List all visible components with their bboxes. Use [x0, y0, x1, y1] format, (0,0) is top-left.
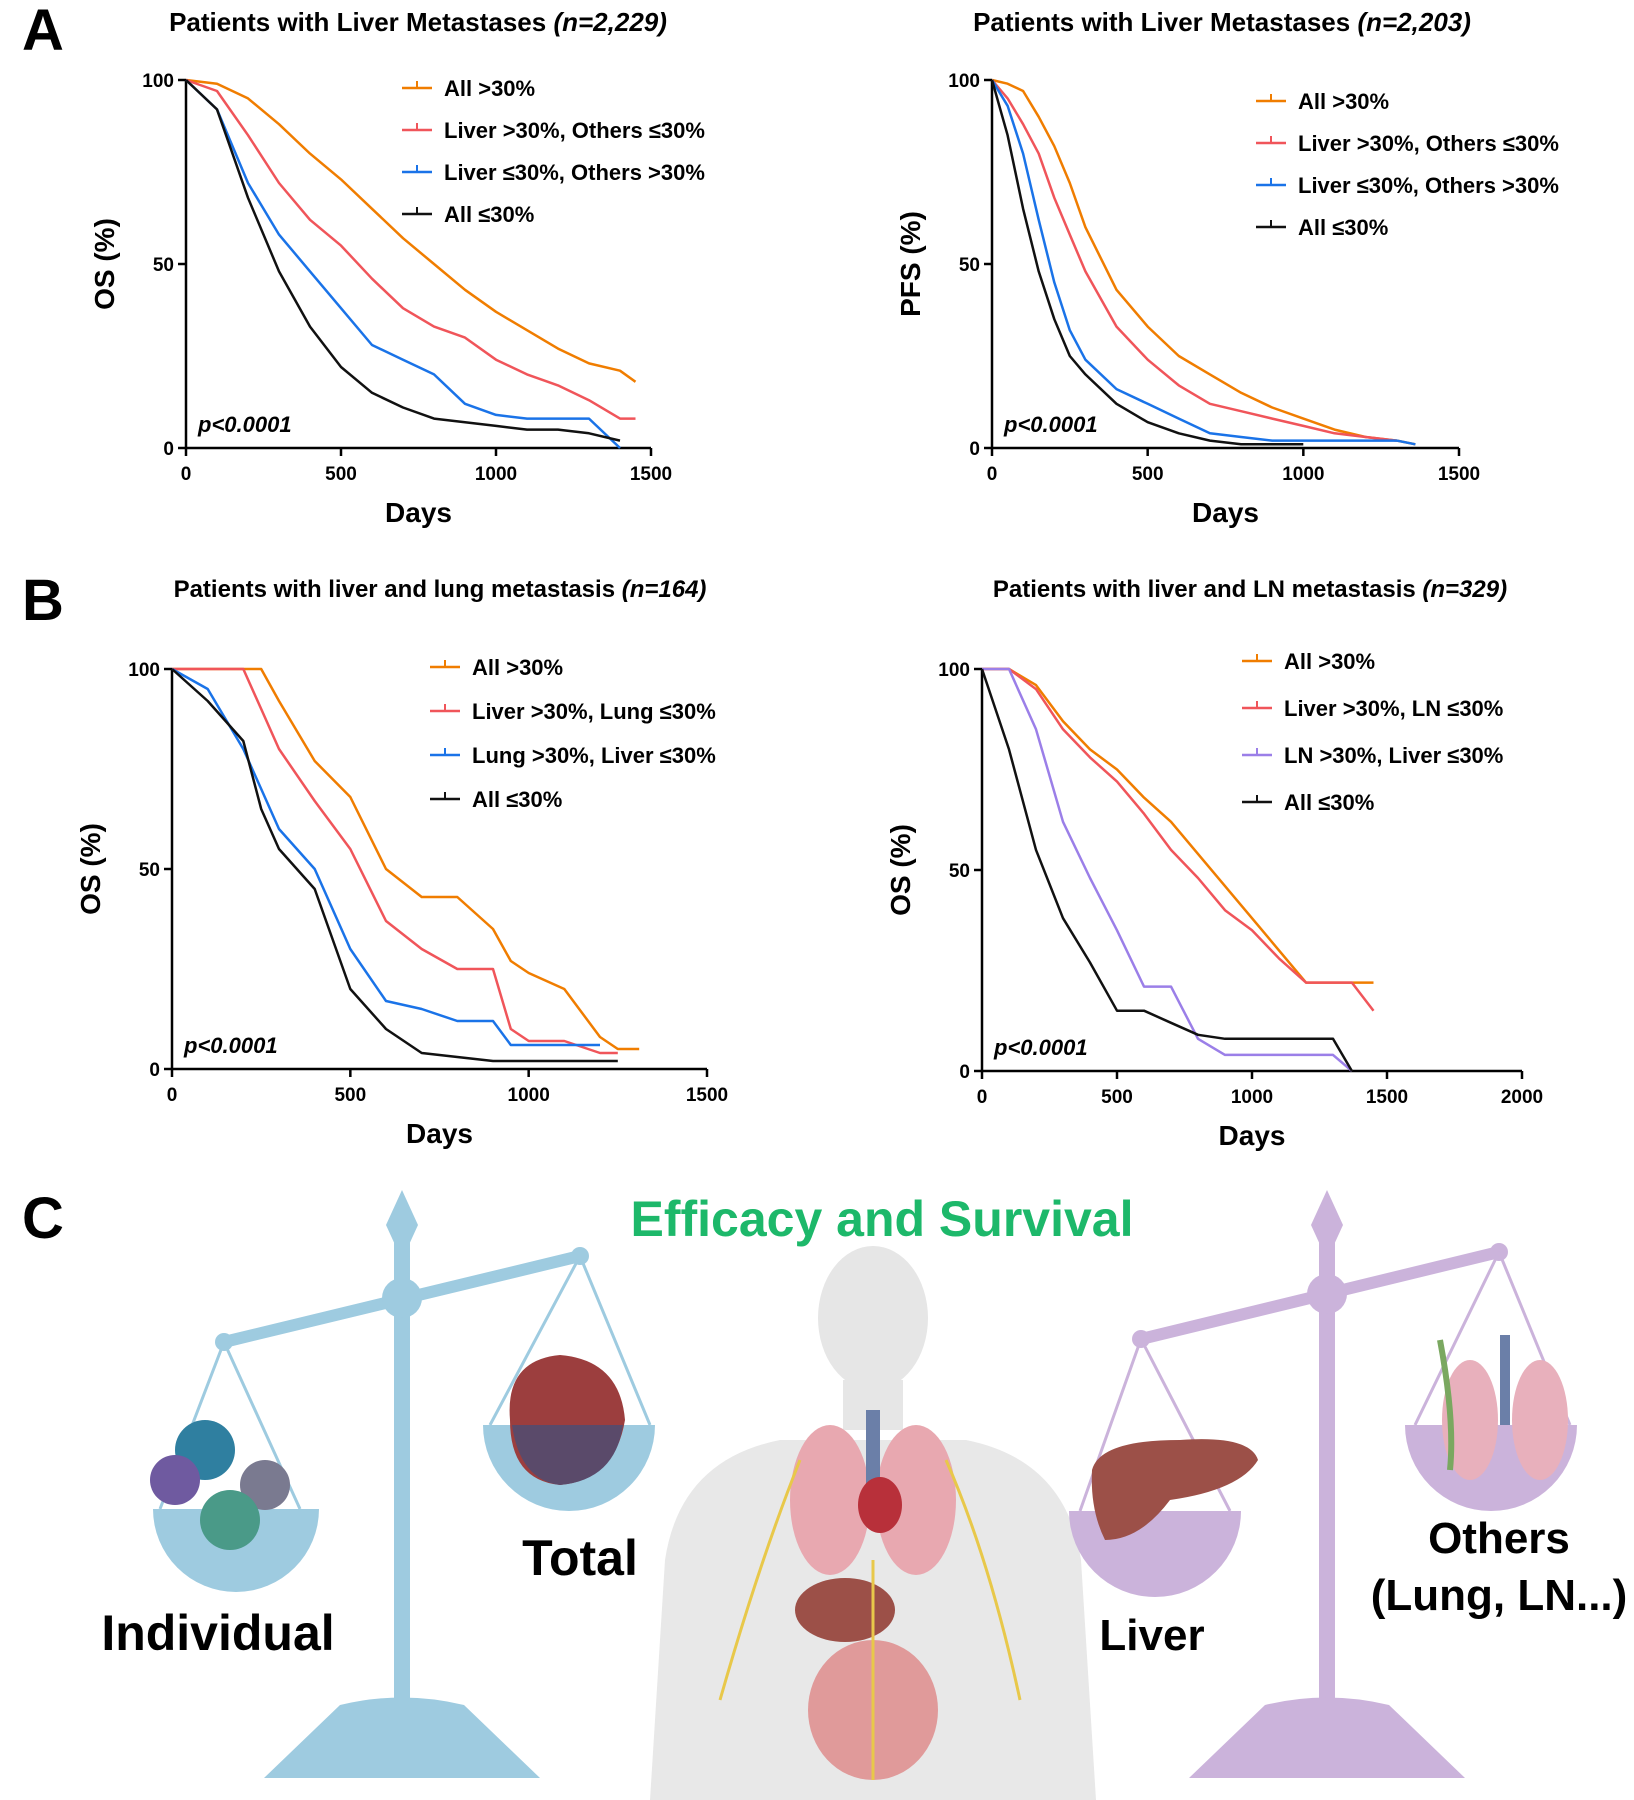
x-tick-label: 1500	[1366, 1087, 1408, 1108]
survival-curve	[982, 667, 1375, 1012]
x-tick-label: 500	[1132, 464, 1164, 485]
chart-title: Patients with Liver Metastases (n=2,229)	[169, 7, 667, 37]
y-tick-label: 0	[163, 439, 174, 460]
survival-curve	[185, 78, 636, 420]
y-tick-label: 100	[128, 660, 160, 681]
y-axis-label: PFS (%)	[895, 211, 926, 317]
title-text: Patients with liver and lung metastasis	[174, 576, 615, 603]
x-tick-label: 500	[1101, 1087, 1133, 1108]
legend-label: Lung >30%, Liver ≤30%	[472, 743, 716, 768]
x-tick-label: 1000	[508, 1085, 550, 1106]
label: Liver	[1099, 1611, 1204, 1660]
x-axis-label: Days	[385, 497, 452, 528]
annotation: p<0.0001	[1003, 412, 1098, 437]
x-tick-label: 500	[325, 464, 357, 485]
title-text: Patients with Liver Metastases	[169, 7, 546, 37]
x-tick-label: 1500	[1438, 464, 1480, 485]
title-n: (n=2,203)	[1357, 7, 1470, 37]
y-tick-label: 50	[139, 860, 160, 881]
x-tick-label: 0	[977, 1087, 988, 1108]
right-scale	[1069, 1190, 1577, 1778]
x-tick-label: 0	[987, 464, 998, 485]
y-tick-label: 100	[938, 660, 970, 681]
label: Total	[522, 1530, 638, 1586]
legend-label: All ≤30%	[444, 202, 534, 227]
title-text: Patients with liver and LN metastasis	[993, 576, 1416, 603]
legend-label: Liver >30%, Others ≤30%	[444, 118, 705, 143]
survival-curve	[991, 79, 1397, 442]
x-tick-label: 0	[167, 1085, 178, 1106]
legend-label: LN >30%, Liver ≤30%	[1284, 743, 1503, 768]
x-axis-label: Days	[1219, 1120, 1286, 1151]
legend-label: All ≤30%	[472, 787, 562, 812]
title-n: (n=329)	[1422, 576, 1507, 603]
left-scale	[150, 1190, 655, 1778]
y-tick-label: 0	[959, 1062, 970, 1083]
x-tick-label: 2000	[1501, 1087, 1543, 1108]
title-text: Patients with Liver Metastases	[973, 7, 1350, 37]
survival-curve	[171, 668, 618, 1063]
y-axis-label: OS (%)	[75, 823, 106, 915]
panel-label: B	[22, 568, 64, 633]
survival-curve	[185, 79, 621, 442]
title-n: (n=2,229)	[553, 7, 666, 37]
y-axis-label: OS (%)	[885, 824, 916, 916]
x-tick-label: 1500	[686, 1085, 728, 1106]
label: Individual	[101, 1605, 334, 1661]
x-tick-label: 500	[334, 1085, 366, 1106]
y-tick-label: 50	[959, 255, 980, 276]
x-tick-label: 1000	[1231, 1087, 1273, 1108]
panel-label: A	[22, 0, 64, 63]
y-axis-label: OS (%)	[89, 218, 120, 310]
body	[650, 1246, 1096, 1800]
legend-label: Liver ≤30%, Others >30%	[1298, 173, 1559, 198]
legend-label: Liver >30%, Lung ≤30%	[472, 699, 716, 724]
x-tick-label: 0	[181, 464, 192, 485]
survival-curve	[991, 78, 1416, 446]
x-axis-label: Days	[1192, 497, 1259, 528]
legend-label: Liver >30%, LN ≤30%	[1284, 696, 1503, 721]
legend-label: All >30%	[1298, 89, 1389, 114]
chart-title: Patients with liver and LN metastasis (n…	[993, 576, 1507, 603]
survival-curve	[990, 79, 1416, 446]
legend-label: Liver ≤30%, Others >30%	[444, 160, 705, 185]
survival-curve	[185, 79, 621, 449]
survival-curve	[185, 78, 637, 383]
legend-label: All >30%	[472, 655, 563, 680]
y-tick-label: 50	[153, 255, 174, 276]
y-tick-label: 0	[149, 1060, 160, 1081]
survival-curve	[171, 667, 600, 1047]
legend-label: All >30%	[444, 76, 535, 101]
annotation: p<0.0001	[183, 1033, 278, 1058]
label: Others	[1428, 1514, 1570, 1563]
annotation: p<0.0001	[197, 412, 292, 437]
survival-curve	[172, 667, 618, 1055]
label: (Lung, LN...)	[1371, 1571, 1628, 1620]
panel-label: C	[22, 1186, 64, 1251]
survival-curve	[982, 667, 1353, 1072]
legend-label: All ≤30%	[1298, 215, 1388, 240]
survival-curve	[980, 668, 1353, 1072]
panel-title: Efficacy and Survival	[630, 1191, 1133, 1247]
x-tick-label: 1000	[475, 464, 517, 485]
chart-title: Patients with Liver Metastases (n=2,203)	[973, 7, 1471, 37]
x-axis-label: Days	[406, 1118, 473, 1149]
survival-curve	[990, 79, 1304, 446]
x-tick-label: 1000	[1282, 464, 1324, 485]
chart-title: Patients with liver and lung metastasis …	[174, 576, 707, 603]
x-tick-label: 1500	[630, 464, 672, 485]
annotation: p<0.0001	[993, 1035, 1088, 1060]
title-n: (n=164)	[622, 576, 707, 603]
y-tick-label: 50	[949, 861, 970, 882]
y-tick-label: 0	[969, 439, 980, 460]
legend-label: All >30%	[1284, 649, 1375, 674]
legend-label: All ≤30%	[1284, 790, 1374, 815]
legend-label: Liver >30%, Others ≤30%	[1298, 131, 1559, 156]
y-tick-label: 100	[948, 71, 980, 92]
y-tick-label: 100	[142, 71, 174, 92]
illustration: Efficacy and Survival	[101, 1190, 1627, 1800]
survival-curve	[172, 667, 640, 1051]
